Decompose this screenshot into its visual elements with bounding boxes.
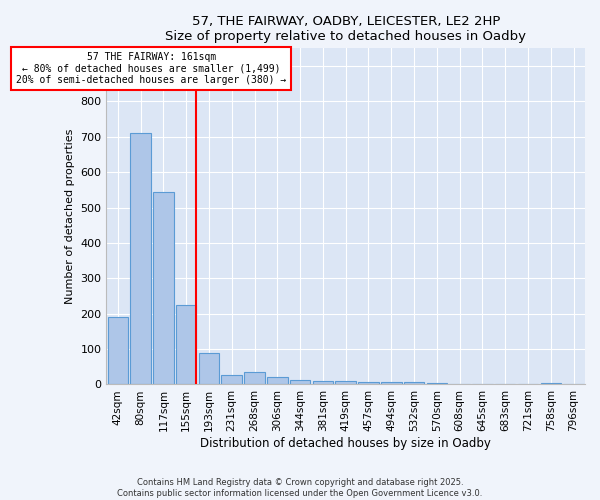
Bar — [541, 382, 561, 384]
Text: 57 THE FAIRWAY: 161sqm
← 80% of detached houses are smaller (1,499)
20% of semi-: 57 THE FAIRWAY: 161sqm ← 80% of detached… — [16, 52, 287, 85]
Bar — [290, 380, 310, 384]
Bar — [381, 382, 401, 384]
Y-axis label: Number of detached properties: Number of detached properties — [65, 128, 75, 304]
Bar — [244, 372, 265, 384]
Bar — [221, 374, 242, 384]
Bar — [176, 305, 196, 384]
Bar — [404, 382, 424, 384]
Bar — [358, 382, 379, 384]
Bar — [427, 382, 447, 384]
Bar — [199, 352, 219, 384]
Text: Contains HM Land Registry data © Crown copyright and database right 2025.
Contai: Contains HM Land Registry data © Crown c… — [118, 478, 482, 498]
Bar — [313, 381, 333, 384]
Bar — [267, 376, 287, 384]
Bar — [130, 133, 151, 384]
X-axis label: Distribution of detached houses by size in Oadby: Distribution of detached houses by size … — [200, 437, 491, 450]
Bar — [153, 192, 173, 384]
Bar — [335, 381, 356, 384]
Bar — [107, 317, 128, 384]
Title: 57, THE FAIRWAY, OADBY, LEICESTER, LE2 2HP
Size of property relative to detached: 57, THE FAIRWAY, OADBY, LEICESTER, LE2 2… — [165, 15, 526, 43]
